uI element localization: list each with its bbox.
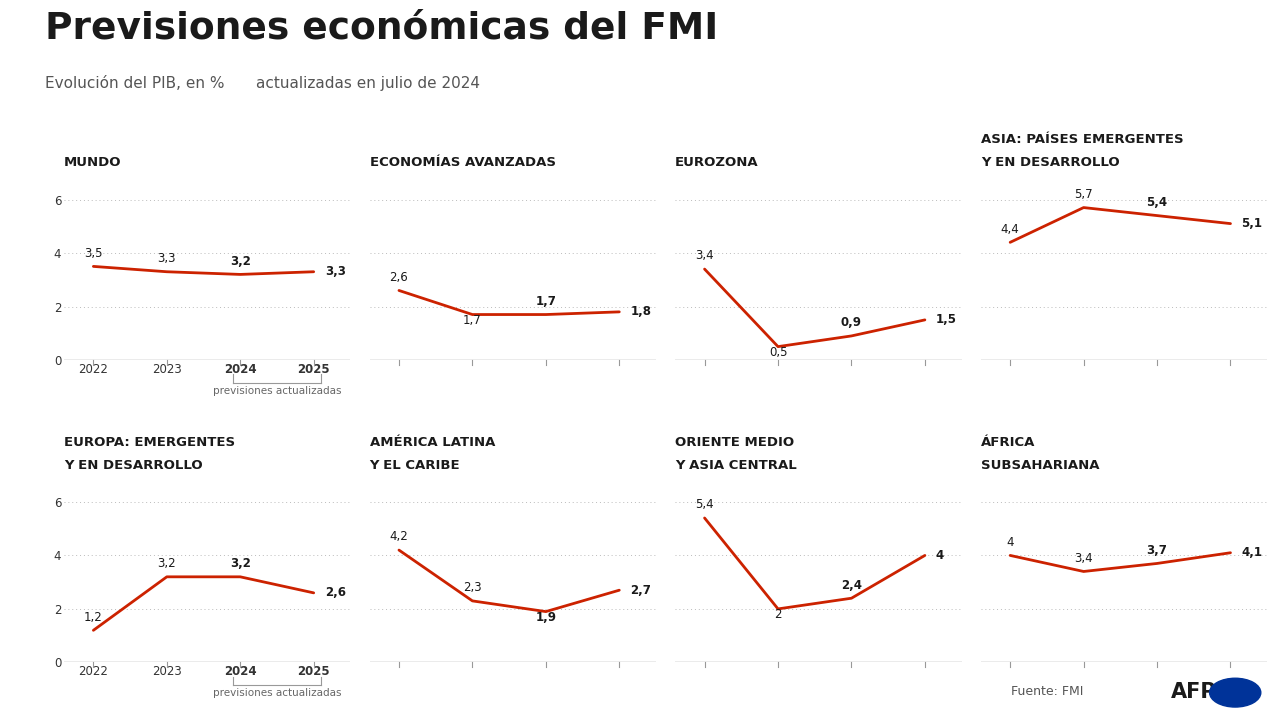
Text: 2: 2 — [774, 608, 782, 621]
Text: 5,4: 5,4 — [1147, 196, 1167, 209]
Text: 5,4: 5,4 — [695, 498, 714, 511]
Text: 0,9: 0,9 — [841, 316, 861, 329]
Text: ÁFRICA: ÁFRICA — [980, 436, 1036, 449]
Text: 1,5: 1,5 — [936, 313, 957, 326]
Text: 1,2: 1,2 — [84, 611, 102, 624]
Text: Evolución del PIB, en %: Evolución del PIB, en % — [45, 76, 224, 91]
Text: 2,3: 2,3 — [463, 581, 481, 594]
Text: 3,2: 3,2 — [230, 557, 251, 570]
Text: 4: 4 — [936, 549, 945, 562]
Text: Fuente: FMI: Fuente: FMI — [1011, 685, 1084, 698]
Text: 5,1: 5,1 — [1242, 217, 1262, 230]
Text: Y EN DESARROLLO: Y EN DESARROLLO — [64, 459, 202, 472]
Text: EUROZONA: EUROZONA — [676, 156, 759, 169]
Text: 1,7: 1,7 — [463, 314, 481, 327]
Text: 3,4: 3,4 — [1074, 552, 1093, 564]
Text: 2,6: 2,6 — [389, 271, 408, 284]
Text: Previsiones económicas del FMI: Previsiones económicas del FMI — [45, 11, 718, 47]
Text: SUBSAHARIANA: SUBSAHARIANA — [980, 459, 1100, 472]
Text: 3,7: 3,7 — [1147, 544, 1167, 557]
Text: ORIENTE MEDIO: ORIENTE MEDIO — [676, 436, 795, 449]
Text: MUNDO: MUNDO — [64, 156, 122, 169]
Text: ASIA: PAÍSES EMERGENTES: ASIA: PAÍSES EMERGENTES — [980, 133, 1184, 146]
Text: AMÉRICA LATINA: AMÉRICA LATINA — [370, 436, 495, 449]
Text: ECONOMÍAS AVANZADAS: ECONOMÍAS AVANZADAS — [370, 156, 556, 169]
Text: previsiones actualizadas: previsiones actualizadas — [212, 386, 342, 396]
Text: AFP: AFP — [1171, 682, 1217, 702]
Text: 2,6: 2,6 — [325, 586, 346, 599]
Text: 3,2: 3,2 — [157, 557, 177, 570]
Text: 3,2: 3,2 — [230, 255, 251, 268]
Text: 3,3: 3,3 — [325, 265, 346, 278]
Text: previsiones actualizadas: previsiones actualizadas — [212, 688, 342, 698]
Text: 2,7: 2,7 — [630, 584, 652, 597]
Text: 3,3: 3,3 — [157, 252, 177, 265]
Text: EUROPA: EMERGENTES: EUROPA: EMERGENTES — [64, 436, 236, 449]
Text: 4: 4 — [1006, 536, 1014, 549]
Text: Y ASIA CENTRAL: Y ASIA CENTRAL — [676, 459, 797, 472]
Text: 4,1: 4,1 — [1242, 546, 1262, 559]
Text: Y EL CARIBE: Y EL CARIBE — [370, 459, 461, 472]
Text: 2,4: 2,4 — [841, 579, 861, 592]
Text: 0,5: 0,5 — [769, 346, 787, 359]
Text: 4,4: 4,4 — [1001, 222, 1020, 235]
Text: Y EN DESARROLLO: Y EN DESARROLLO — [980, 156, 1120, 169]
Text: 3,4: 3,4 — [695, 249, 714, 262]
Text: 5,7: 5,7 — [1074, 188, 1093, 201]
Text: 1,7: 1,7 — [535, 295, 557, 308]
Text: 3,5: 3,5 — [84, 247, 102, 260]
Text: 1,9: 1,9 — [535, 611, 557, 624]
Text: 4,2: 4,2 — [389, 531, 408, 544]
Text: 1,8: 1,8 — [630, 305, 652, 318]
Text: actualizadas en julio de 2024: actualizadas en julio de 2024 — [256, 76, 480, 91]
